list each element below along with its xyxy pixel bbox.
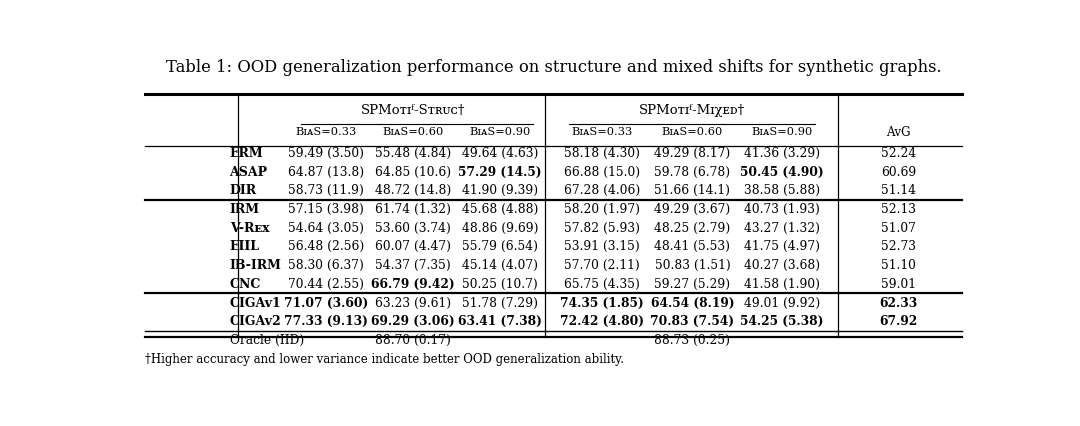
Text: 67.92: 67.92: [879, 315, 918, 328]
Text: 59.78 (6.78): 59.78 (6.78): [654, 166, 730, 178]
Text: 58.73 (11.9): 58.73 (11.9): [288, 184, 364, 197]
Text: 63.23 (9.61): 63.23 (9.61): [375, 296, 451, 310]
Text: 49.64 (4.63): 49.64 (4.63): [462, 147, 538, 160]
Text: CIGAv2: CIGAv2: [230, 315, 281, 328]
Text: 50.83 (1.51): 50.83 (1.51): [654, 259, 730, 272]
Text: 64.87 (13.8): 64.87 (13.8): [287, 166, 364, 178]
Text: 66.79 (9.42): 66.79 (9.42): [372, 278, 455, 291]
Text: 63.41 (7.38): 63.41 (7.38): [458, 315, 542, 328]
Text: 49.29 (3.67): 49.29 (3.67): [654, 203, 730, 216]
Text: 40.27 (3.68): 40.27 (3.68): [744, 259, 820, 272]
Text: 69.29 (3.06): 69.29 (3.06): [372, 315, 455, 328]
Text: 59.27 (5.29): 59.27 (5.29): [654, 278, 730, 291]
Text: 72.42 (4.80): 72.42 (4.80): [561, 315, 644, 328]
Text: ERM: ERM: [230, 147, 264, 160]
Text: 45.68 (4.88): 45.68 (4.88): [462, 203, 538, 216]
Text: 70.83 (7.54): 70.83 (7.54): [650, 315, 734, 328]
Text: 52.24: 52.24: [880, 147, 916, 160]
Text: Table 1: OOD generalization performance on structure and mixed shifts for synthe: Table 1: OOD generalization performance …: [165, 59, 942, 76]
Text: IRM: IRM: [230, 203, 259, 216]
Text: 54.25 (5.38): 54.25 (5.38): [740, 315, 824, 328]
Text: 52.73: 52.73: [881, 240, 916, 253]
Text: ASAP: ASAP: [230, 166, 268, 178]
Text: EIIL: EIIL: [230, 240, 259, 253]
Text: 57.15 (3.98): 57.15 (3.98): [288, 203, 364, 216]
Text: IB-IRM: IB-IRM: [230, 259, 282, 272]
Text: 88.70 (0.17): 88.70 (0.17): [375, 334, 450, 347]
Text: 88.73 (0.25): 88.73 (0.25): [654, 334, 730, 347]
Text: 50.45 (4.90): 50.45 (4.90): [740, 166, 824, 178]
Text: 48.86 (9.69): 48.86 (9.69): [461, 222, 538, 235]
Text: 58.18 (4.30): 58.18 (4.30): [564, 147, 640, 160]
Text: BɪᴀS=0.60: BɪᴀS=0.60: [382, 127, 444, 138]
Text: 66.88 (15.0): 66.88 (15.0): [564, 166, 640, 178]
Text: 62.33: 62.33: [879, 296, 918, 310]
Text: 58.20 (1.97): 58.20 (1.97): [564, 203, 640, 216]
Text: CNC: CNC: [230, 278, 261, 291]
Text: 57.82 (5.93): 57.82 (5.93): [564, 222, 640, 235]
Text: 48.25 (2.79): 48.25 (2.79): [654, 222, 730, 235]
Text: 54.64 (3.05): 54.64 (3.05): [288, 222, 364, 235]
Text: 41.75 (4.97): 41.75 (4.97): [744, 240, 820, 253]
Text: 53.60 (3.74): 53.60 (3.74): [375, 222, 450, 235]
Text: 59.49 (3.50): 59.49 (3.50): [288, 147, 364, 160]
Text: V-Rᴇx: V-Rᴇx: [230, 222, 269, 235]
Text: BɪᴀS=0.60: BɪᴀS=0.60: [662, 127, 724, 138]
Text: 70.44 (2.55): 70.44 (2.55): [288, 278, 364, 291]
Text: 50.25 (10.7): 50.25 (10.7): [462, 278, 538, 291]
Text: 45.14 (4.07): 45.14 (4.07): [462, 259, 538, 272]
Text: 51.07: 51.07: [881, 222, 916, 235]
Text: 49.29 (8.17): 49.29 (8.17): [654, 147, 730, 160]
Text: 56.48 (2.56): 56.48 (2.56): [287, 240, 364, 253]
Text: 38.58 (5.88): 38.58 (5.88): [744, 184, 820, 197]
Text: 41.36 (3.29): 41.36 (3.29): [744, 147, 820, 160]
Text: 51.14: 51.14: [881, 184, 916, 197]
Text: BɪᴀS=0.33: BɪᴀS=0.33: [295, 127, 356, 138]
Text: BɪᴀS=0.90: BɪᴀS=0.90: [470, 127, 530, 138]
Text: 40.73 (1.93): 40.73 (1.93): [744, 203, 820, 216]
Text: 77.33 (9.13): 77.33 (9.13): [284, 315, 368, 328]
Text: 49.01 (9.92): 49.01 (9.92): [744, 296, 820, 310]
Text: 74.35 (1.85): 74.35 (1.85): [561, 296, 644, 310]
Text: 65.75 (4.35): 65.75 (4.35): [564, 278, 640, 291]
Text: 64.54 (8.19): 64.54 (8.19): [650, 296, 734, 310]
Text: 51.10: 51.10: [881, 259, 916, 272]
Text: 51.78 (7.29): 51.78 (7.29): [462, 296, 538, 310]
Text: 60.07 (4.47): 60.07 (4.47): [375, 240, 450, 253]
Text: 54.37 (7.35): 54.37 (7.35): [375, 259, 450, 272]
Text: 52.13: 52.13: [881, 203, 916, 216]
Text: 48.41 (5.53): 48.41 (5.53): [654, 240, 730, 253]
Text: 61.74 (1.32): 61.74 (1.32): [375, 203, 450, 216]
Text: 41.90 (9.39): 41.90 (9.39): [462, 184, 538, 197]
Text: 59.01: 59.01: [881, 278, 916, 291]
Text: 57.70 (2.11): 57.70 (2.11): [564, 259, 640, 272]
Text: 60.69: 60.69: [880, 166, 916, 178]
Text: BɪᴀS=0.90: BɪᴀS=0.90: [752, 127, 812, 138]
Text: SPMᴏᴛɪᶠ-Mɪχᴇᴅ†: SPMᴏᴛɪᶠ-Mɪχᴇᴅ†: [639, 104, 745, 117]
Text: 51.66 (14.1): 51.66 (14.1): [654, 184, 730, 197]
Text: 55.48 (4.84): 55.48 (4.84): [375, 147, 451, 160]
Text: 55.79 (6.54): 55.79 (6.54): [462, 240, 538, 253]
Text: 64.85 (10.6): 64.85 (10.6): [375, 166, 451, 178]
Text: 43.27 (1.32): 43.27 (1.32): [744, 222, 820, 235]
Text: 53.91 (3.15): 53.91 (3.15): [564, 240, 640, 253]
Text: 41.58 (1.90): 41.58 (1.90): [744, 278, 820, 291]
Text: 67.28 (4.06): 67.28 (4.06): [564, 184, 640, 197]
Text: Oracle (IID): Oracle (IID): [230, 334, 303, 347]
Text: CIGAv1: CIGAv1: [230, 296, 281, 310]
Text: 58.30 (6.37): 58.30 (6.37): [288, 259, 364, 272]
Text: BɪᴀS=0.33: BɪᴀS=0.33: [571, 127, 633, 138]
Text: SPMᴏᴛɪᶠ-Sᴛʀᴜᴄ†: SPMᴏᴛɪᶠ-Sᴛʀᴜᴄ†: [361, 104, 465, 117]
Text: 57.29 (14.5): 57.29 (14.5): [458, 166, 542, 178]
Text: †Higher accuracy and lower variance indicate better OOD generalization ability.: †Higher accuracy and lower variance indi…: [145, 353, 624, 366]
Text: 48.72 (14.8): 48.72 (14.8): [375, 184, 451, 197]
Text: 71.07 (3.60): 71.07 (3.60): [284, 296, 368, 310]
Text: DIR: DIR: [230, 184, 257, 197]
Text: AᴠG: AᴠG: [886, 126, 910, 139]
